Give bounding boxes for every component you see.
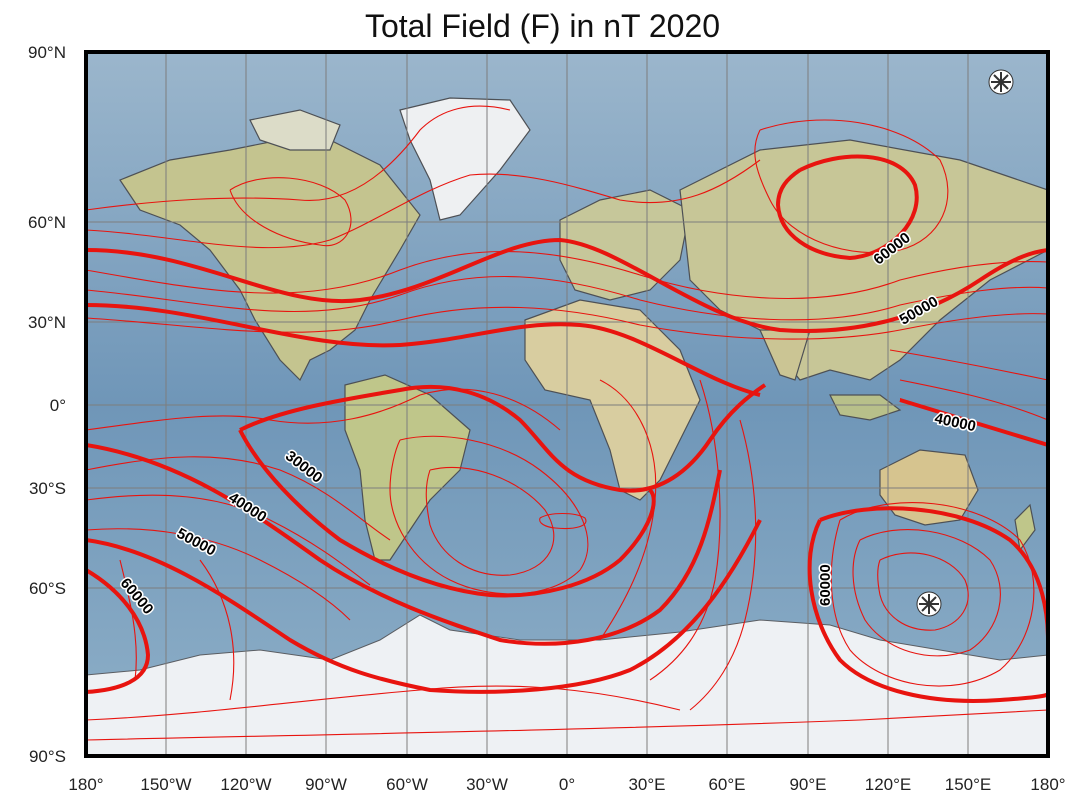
- lon-label: 150°E: [945, 775, 992, 794]
- lon-label: 30°W: [466, 775, 508, 794]
- contour-60000-southeast: [819, 506, 1048, 641]
- contour-60000-siberia: [775, 154, 919, 261]
- map-title: Total Field (F) in nT 2020: [364, 8, 721, 44]
- lon-label: 90°E: [789, 775, 826, 794]
- lat-label: 30°N: [28, 313, 66, 332]
- lon-label: 150°W: [140, 775, 191, 794]
- major-contours: [86, 154, 1048, 703]
- contour-30000: [239, 383, 767, 493]
- south-magnetic-pole-asterisk-icon: [916, 591, 942, 617]
- lon-label: 120°E: [865, 775, 912, 794]
- lat-label: 60°N: [28, 213, 66, 232]
- lon-label: 180°: [1030, 775, 1065, 794]
- lat-label: 30°S: [29, 479, 66, 498]
- lon-label: 180°: [68, 775, 103, 794]
- north-magnetic-pole-asterisk-icon: [988, 69, 1014, 95]
- lat-label: 0°: [50, 396, 66, 415]
- lon-label: 60°W: [386, 775, 428, 794]
- lon-label: 30°E: [628, 775, 665, 794]
- contour-label: 60000: [817, 564, 834, 606]
- contour-40000-south: [86, 443, 722, 646]
- contour-50000-north: [86, 237, 1048, 333]
- map-frame: [84, 50, 1050, 758]
- contour-40000-east: [899, 398, 1048, 447]
- contour-60000-southwest: [86, 568, 151, 694]
- latitude-labels: 90°N 60°N 30°N 0° 30°S 60°S 90°S: [28, 43, 66, 766]
- contour-40000-north: [86, 303, 761, 397]
- lon-label: 0°: [559, 775, 575, 794]
- lat-label: 60°S: [29, 579, 66, 598]
- contour-50000-south: [86, 519, 762, 694]
- lat-label: 90°N: [28, 43, 66, 62]
- lat-label: 90°S: [29, 747, 66, 766]
- lon-label: 120°W: [220, 775, 271, 794]
- lon-label: 60°E: [708, 775, 745, 794]
- lon-label: 90°W: [305, 775, 347, 794]
- longitude-labels: 180° 150°W 120°W 90°W 60°W 30°W 0° 30°E …: [68, 775, 1065, 794]
